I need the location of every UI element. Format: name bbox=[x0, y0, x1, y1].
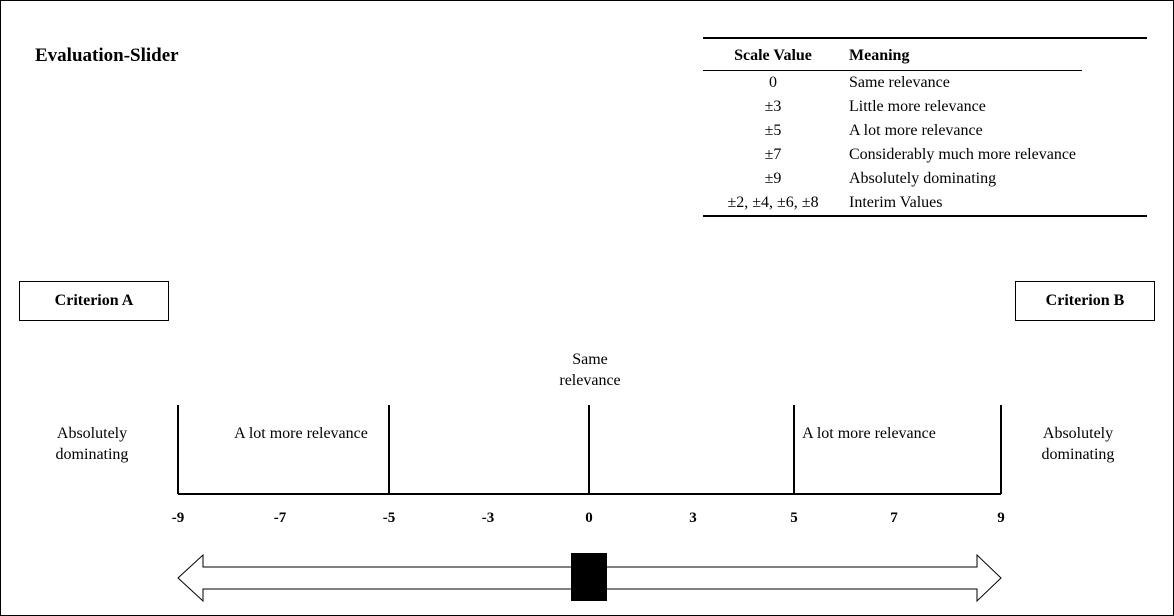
scale-tick-label: -3 bbox=[482, 510, 495, 526]
scale-tick-label: 3 bbox=[689, 510, 697, 526]
scale-tick-label: -7 bbox=[274, 510, 287, 526]
scale-major-ticks bbox=[178, 405, 1001, 494]
scale-tick-label: 7 bbox=[890, 510, 898, 526]
scale-tick-label: -9 bbox=[172, 510, 185, 526]
scale-tick-label: 9 bbox=[997, 510, 1005, 526]
slider-handle[interactable] bbox=[571, 553, 607, 601]
scale-tick-label: -5 bbox=[383, 510, 396, 526]
scale-tick-labels: -9 -7 -5 -3 0 3 5 7 9 bbox=[172, 510, 1005, 526]
scale-tick-label: 5 bbox=[790, 510, 798, 526]
scale-tick-label: 0 bbox=[585, 510, 593, 526]
